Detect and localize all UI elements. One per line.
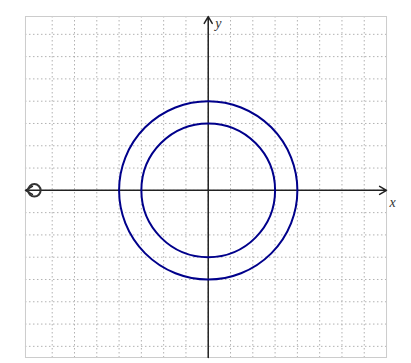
- svg-text:y: y: [213, 16, 222, 31]
- svg-text:x: x: [389, 195, 397, 210]
